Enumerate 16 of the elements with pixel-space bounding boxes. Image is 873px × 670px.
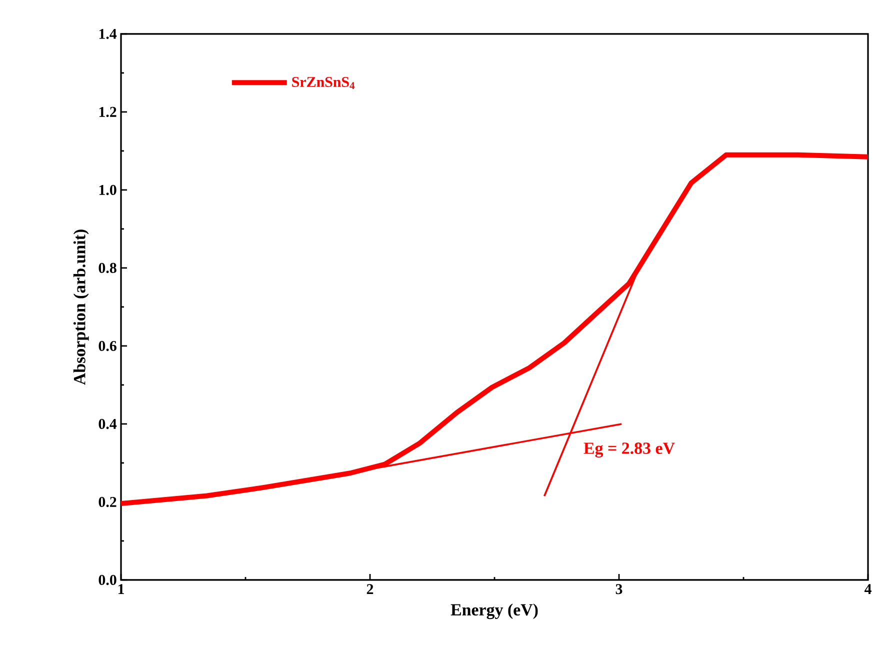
x-tick-label: 4 (864, 584, 872, 594)
x-axis-title: Energy (eV) (450, 604, 538, 620)
x-tick-label: 3 (616, 584, 622, 594)
legend-label: SrZnSnS$_{4}$ (292, 76, 355, 90)
y-tick-label: 1.0 (99, 184, 116, 196)
y-tick-label: 0.0 (98, 574, 116, 586)
x-tick-label: 1 (118, 584, 124, 594)
y-tick-label: 0.8 (98, 262, 116, 274)
x-tick-label: 2 (366, 584, 374, 594)
y-tick-label: 1.2 (99, 106, 116, 118)
y-tick-label: 0.6 (98, 340, 116, 352)
y-tick-label: 0.4 (98, 418, 117, 430)
annotation: Eg = 2.83 eV (584, 442, 675, 458)
y-tick-label: 0.2 (98, 496, 116, 508)
y-tick-label: 1.4 (99, 28, 117, 40)
y-axis-title: Absorption (arb.unit) (73, 230, 89, 385)
